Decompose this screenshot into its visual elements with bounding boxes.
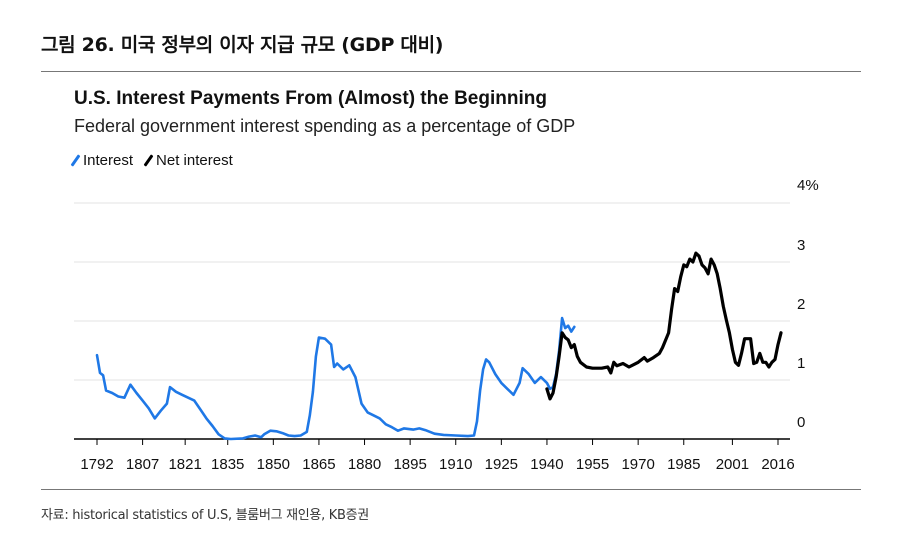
chart-subtitle: Federal government interest spending as …	[74, 116, 576, 136]
top-divider	[41, 71, 861, 72]
legend-label-interest: Interest	[83, 152, 134, 169]
x-tick-label: 1792	[80, 456, 113, 473]
x-tick-label: 1970	[621, 456, 654, 473]
y-tick-label: 4%	[797, 177, 819, 194]
x-tick-label: 1807	[126, 456, 159, 473]
interest-series-line	[95, 316, 576, 441]
x-tick-label: 1940	[530, 456, 563, 473]
legend: Interest Net interest	[70, 152, 233, 169]
net-interest-series-line	[545, 251, 783, 401]
legend-item-interest: Interest	[70, 152, 134, 169]
x-tick-label: 1835	[211, 456, 244, 473]
chart-title: U.S. Interest Payments From (Almost) the…	[74, 88, 547, 109]
x-tick-label: 1880	[348, 456, 381, 473]
figure-title: 그림 26. 미국 정부의 이자 지급 규모 (GDP 대비)	[41, 34, 444, 56]
x-tick-label: 1821	[168, 456, 201, 473]
x-tick-label: 1895	[393, 456, 426, 473]
y-tick-label: 3	[797, 237, 805, 254]
source-note: 자료: historical statistics of U.S, 블룸버그 재…	[41, 508, 369, 523]
y-tick-label: 1	[797, 355, 805, 372]
y-tick-label: 0	[797, 414, 805, 431]
legend-label-net-interest: Net interest	[156, 152, 233, 169]
bottom-divider	[41, 489, 861, 490]
x-tick-label: 2001	[716, 456, 749, 473]
x-tick-label: 1910	[439, 456, 472, 473]
x-tick-label: 1985	[667, 456, 700, 473]
x-tick-label: 1925	[485, 456, 518, 473]
x-tick-label: 1850	[257, 456, 290, 473]
x-tick-label: 1955	[576, 456, 609, 473]
y-tick-label: 2	[797, 296, 805, 313]
x-tick-label: 2016	[761, 456, 794, 473]
x-tick-label: 1865	[302, 456, 335, 473]
legend-item-net-interest: Net interest	[143, 152, 233, 169]
